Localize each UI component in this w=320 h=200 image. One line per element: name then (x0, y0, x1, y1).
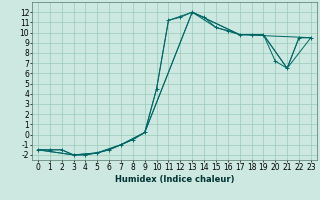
X-axis label: Humidex (Indice chaleur): Humidex (Indice chaleur) (115, 175, 234, 184)
